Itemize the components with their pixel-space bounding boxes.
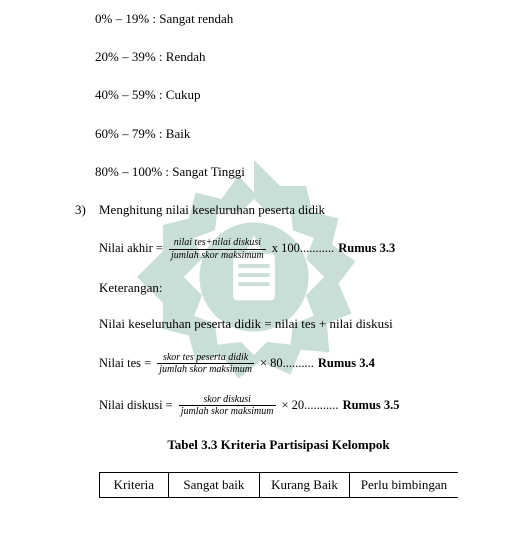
range-text: 80% – 100% : Sangat Tinggi: [95, 164, 245, 179]
list-text: Menghitung nilai keseluruhan peserta did…: [99, 201, 458, 219]
numerator: skor diskusi: [201, 394, 253, 406]
denominator: jumlah skor maksimum: [169, 249, 266, 262]
denominator: jumlah skor maksimum: [157, 363, 254, 376]
range-item-1: 20% – 39% : Rendah: [75, 48, 458, 66]
formula-lhs: Nilai akhir =: [99, 240, 163, 258]
numerator: nilai tes+nilai diskusi: [172, 237, 263, 249]
table-cell: Kriteria: [100, 472, 169, 497]
fraction: skor tes peserta didik jumlah skor maksi…: [157, 352, 254, 376]
formula-lhs: Nilai diskusi =: [99, 397, 173, 415]
range-item-2: 40% – 59% : Cukup: [75, 86, 458, 104]
formula-mult: x 100...........: [272, 240, 335, 258]
formula-mult: × 80..........: [260, 355, 314, 373]
range-text: 0% – 19% : Sangat rendah: [95, 11, 233, 26]
range-item-4: 80% – 100% : Sangat Tinggi: [75, 163, 458, 181]
denominator: jumlah skor maksimum: [179, 405, 276, 418]
range-text: 20% – 39% : Rendah: [95, 49, 206, 64]
list-item-3: 3) Menghitung nilai keseluruhan peserta …: [75, 201, 458, 219]
range-text: 40% – 59% : Cukup: [95, 87, 200, 102]
formula-nilai-diskusi: Nilai diskusi = skor diskusi jumlah skor…: [75, 394, 458, 418]
fraction: skor diskusi jumlah skor maksimum: [179, 394, 276, 418]
table-cell: Sangat baik: [168, 472, 259, 497]
range-item-0: 0% – 19% : Sangat rendah: [75, 10, 458, 28]
numerator: skor tes peserta didik: [161, 352, 250, 364]
list-number: 3): [75, 201, 99, 219]
formula-mult: × 20...........: [282, 397, 339, 415]
rumus-label: Rumus 3.3: [338, 240, 395, 258]
rumus-label: Rumus 3.5: [343, 397, 400, 415]
keterangan-label: Keterangan:: [75, 279, 458, 297]
fraction: nilai tes+nilai diskusi jumlah skor maks…: [169, 237, 266, 261]
formula-nilai-tes: Nilai tes = skor tes peserta didik jumla…: [75, 352, 458, 376]
criteria-table: Kriteria Sangat baik Kurang Baik Perlu b…: [99, 472, 458, 498]
formula-nilai-akhir: Nilai akhir = nilai tes+nilai diskusi ju…: [75, 237, 458, 261]
keterangan-text: Nilai keseluruhan peserta didik = nilai …: [75, 315, 458, 333]
table-title: Tabel 3.3 Kriteria Partisipasi Kelompok: [75, 436, 458, 454]
table-row: Kriteria Sangat baik Kurang Baik Perlu b…: [100, 472, 459, 497]
rumus-label: Rumus 3.4: [318, 355, 375, 373]
table-cell: Kurang Baik: [260, 472, 350, 497]
range-text: 60% – 79% : Baik: [95, 126, 190, 141]
table-cell: Perlu bimbingan: [349, 472, 458, 497]
formula-lhs: Nilai tes =: [99, 355, 151, 373]
range-item-3: 60% – 79% : Baik: [75, 125, 458, 143]
